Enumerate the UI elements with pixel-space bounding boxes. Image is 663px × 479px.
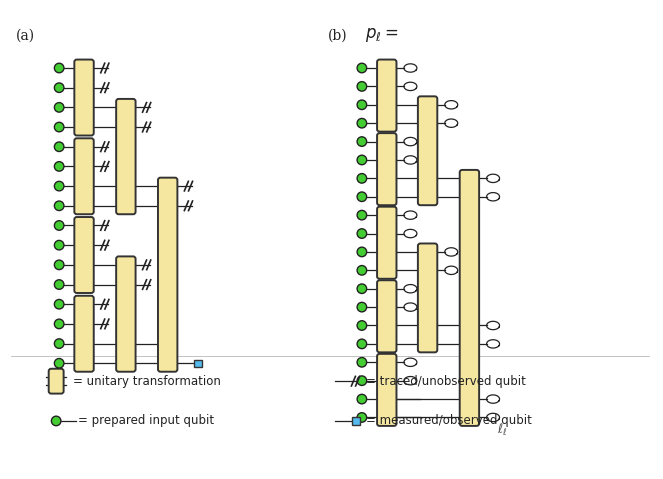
- Circle shape: [357, 81, 367, 91]
- Bar: [352, 417, 359, 425]
- Circle shape: [54, 182, 64, 191]
- Circle shape: [54, 63, 64, 73]
- Text: (a): (a): [17, 28, 35, 42]
- FancyBboxPatch shape: [74, 217, 93, 293]
- Circle shape: [357, 413, 367, 422]
- Circle shape: [357, 118, 367, 128]
- FancyBboxPatch shape: [116, 99, 135, 214]
- Circle shape: [54, 299, 64, 309]
- Circle shape: [357, 339, 367, 349]
- Circle shape: [357, 100, 367, 110]
- Circle shape: [357, 357, 367, 367]
- Circle shape: [357, 302, 367, 312]
- Circle shape: [51, 416, 61, 426]
- Circle shape: [54, 358, 64, 368]
- Text: (b): (b): [328, 28, 347, 42]
- Circle shape: [357, 137, 367, 147]
- FancyBboxPatch shape: [459, 170, 479, 426]
- Circle shape: [54, 240, 64, 250]
- Text: = traced/unobserved qubit: = traced/unobserved qubit: [366, 375, 526, 388]
- Circle shape: [357, 376, 367, 386]
- FancyBboxPatch shape: [74, 138, 93, 214]
- FancyBboxPatch shape: [74, 296, 93, 372]
- FancyBboxPatch shape: [377, 207, 396, 279]
- Circle shape: [357, 321, 367, 331]
- Text: = prepared input qubit: = prepared input qubit: [78, 414, 214, 427]
- Circle shape: [357, 173, 367, 183]
- Circle shape: [357, 210, 367, 220]
- Circle shape: [357, 247, 367, 257]
- Circle shape: [357, 265, 367, 275]
- FancyBboxPatch shape: [116, 256, 135, 372]
- FancyBboxPatch shape: [74, 59, 93, 136]
- Circle shape: [357, 229, 367, 239]
- FancyBboxPatch shape: [377, 280, 396, 353]
- FancyBboxPatch shape: [48, 369, 64, 394]
- Circle shape: [54, 221, 64, 230]
- FancyBboxPatch shape: [158, 178, 178, 372]
- Circle shape: [54, 280, 64, 289]
- Circle shape: [357, 155, 367, 165]
- Circle shape: [54, 161, 64, 171]
- Circle shape: [54, 103, 64, 112]
- FancyBboxPatch shape: [377, 354, 396, 426]
- Circle shape: [357, 394, 367, 404]
- Text: = measured/observed qubit: = measured/observed qubit: [366, 414, 532, 427]
- Circle shape: [54, 260, 64, 270]
- Text: = unitary transformation: = unitary transformation: [73, 375, 221, 388]
- Circle shape: [357, 63, 367, 73]
- Circle shape: [54, 83, 64, 92]
- Text: $p_\ell =$: $p_\ell =$: [365, 26, 398, 44]
- FancyBboxPatch shape: [418, 243, 438, 353]
- FancyBboxPatch shape: [377, 133, 396, 205]
- Circle shape: [54, 122, 64, 132]
- Circle shape: [54, 339, 64, 348]
- Bar: [194, 360, 202, 367]
- Circle shape: [357, 192, 367, 202]
- Circle shape: [54, 319, 64, 329]
- Circle shape: [54, 201, 64, 211]
- Circle shape: [357, 284, 367, 294]
- Text: $\ell_\ell$: $\ell_\ell$: [497, 422, 507, 437]
- FancyBboxPatch shape: [418, 96, 438, 205]
- Circle shape: [54, 142, 64, 151]
- FancyBboxPatch shape: [377, 59, 396, 132]
